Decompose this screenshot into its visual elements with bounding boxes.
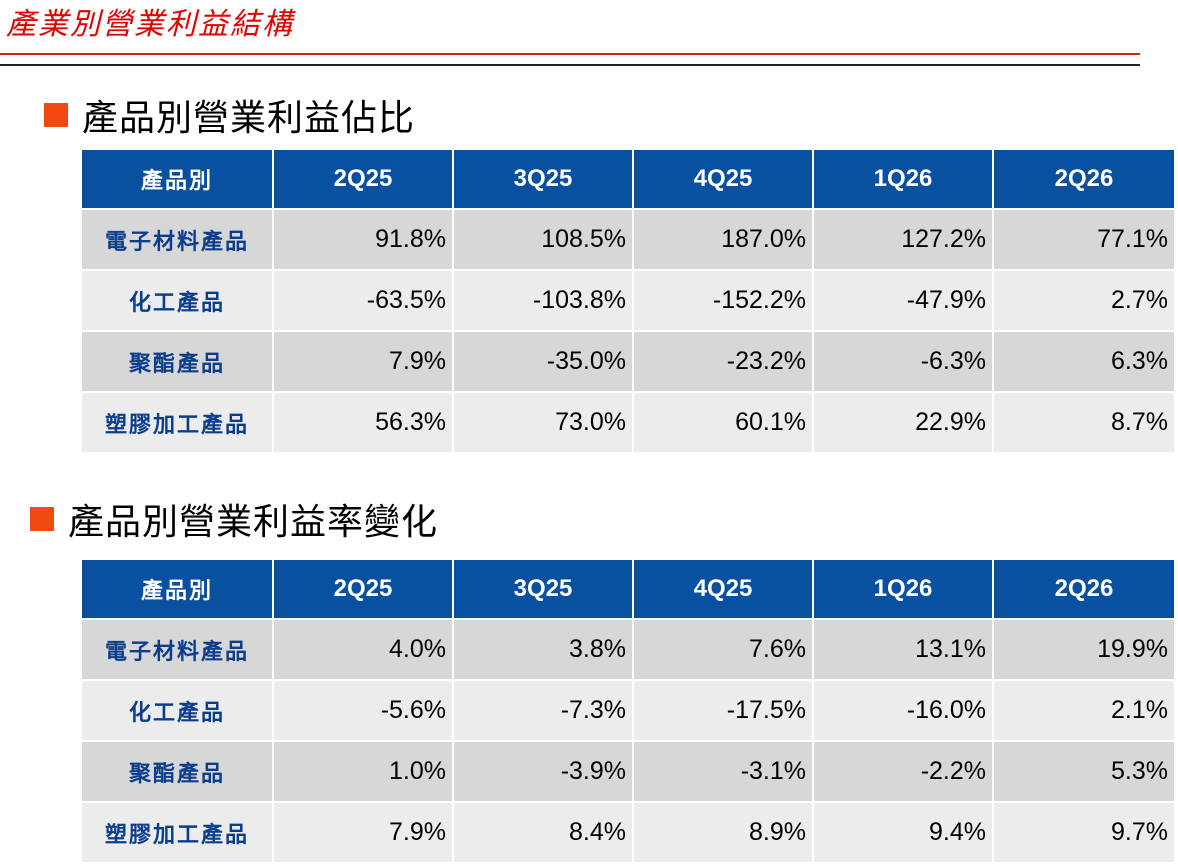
page-title: 產業別營業利益結構 [6, 7, 294, 42]
table-cell: 2.7% [994, 271, 1174, 332]
table-cell: 1.0% [274, 742, 454, 803]
table-cell: -63.5% [274, 271, 454, 332]
table-header-row: 產品別 2Q25 3Q25 4Q25 1Q26 2Q26 [82, 560, 1174, 620]
table-cell: -3.9% [454, 742, 634, 803]
table-cell: 77.1% [994, 210, 1174, 271]
row-label: 塑膠加工產品 [82, 393, 274, 454]
table-cell: 127.2% [814, 210, 994, 271]
table-cell: -35.0% [454, 332, 634, 393]
table-cell: 56.3% [274, 393, 454, 454]
table-cell: -2.2% [814, 742, 994, 803]
column-header: 3Q25 [454, 150, 634, 210]
table-cell: 4.0% [274, 620, 454, 681]
column-header: 4Q25 [634, 560, 814, 620]
column-header: 產品別 [82, 560, 274, 620]
row-label: 塑膠加工產品 [82, 803, 274, 864]
table-cell: 60.1% [634, 393, 814, 454]
row-label: 化工產品 [82, 271, 274, 332]
table-cell: 6.3% [994, 332, 1174, 393]
column-header: 1Q26 [814, 150, 994, 210]
table-row: 塑膠加工產品 7.9% 8.4% 8.9% 9.4% 9.7% [82, 803, 1174, 864]
table-cell: 22.9% [814, 393, 994, 454]
table-cell: 187.0% [634, 210, 814, 271]
table-cell: -17.5% [634, 681, 814, 742]
table-cell: 8.9% [634, 803, 814, 864]
table-cell: -152.2% [634, 271, 814, 332]
table-cell: 91.8% [274, 210, 454, 271]
table-cell: -47.9% [814, 271, 994, 332]
row-label: 電子材料產品 [82, 210, 274, 271]
column-header: 2Q26 [994, 150, 1174, 210]
table-cell: 7.9% [274, 803, 454, 864]
column-header: 2Q25 [274, 560, 454, 620]
column-header: 2Q25 [274, 150, 454, 210]
row-label: 電子材料產品 [82, 620, 274, 681]
table-cell: 3.8% [454, 620, 634, 681]
table-cell: -7.3% [454, 681, 634, 742]
table-cell: -16.0% [814, 681, 994, 742]
table-row: 化工產品 -5.6% -7.3% -17.5% -16.0% 2.1% [82, 681, 1174, 742]
table-cell: -3.1% [634, 742, 814, 803]
margin-table: 產品別 2Q25 3Q25 4Q25 1Q26 2Q26 電子材料產品 4.0%… [82, 560, 1174, 864]
row-label: 聚酯產品 [82, 742, 274, 803]
table-cell: 108.5% [454, 210, 634, 271]
section-heading-share: 產品別營業利益佔比 [44, 88, 415, 142]
table-row: 電子材料產品 4.0% 3.8% 7.6% 13.1% 19.9% [82, 620, 1174, 681]
column-header: 4Q25 [634, 150, 814, 210]
table-cell: 8.7% [994, 393, 1174, 454]
row-label: 聚酯產品 [82, 332, 274, 393]
title-divider-red [0, 53, 1140, 55]
section-heading-margin-text: 產品別營業利益率變化 [68, 502, 439, 543]
table-cell: -103.8% [454, 271, 634, 332]
row-label: 化工產品 [82, 681, 274, 742]
column-header: 3Q25 [454, 560, 634, 620]
column-header: 2Q26 [994, 560, 1174, 620]
table-cell: 7.6% [634, 620, 814, 681]
table-cell: 5.3% [994, 742, 1174, 803]
table-row: 電子材料產品 91.8% 108.5% 187.0% 127.2% 77.1% [82, 210, 1174, 271]
table-cell: 7.9% [274, 332, 454, 393]
table-cell: 19.9% [994, 620, 1174, 681]
section-heading-share-text: 產品別營業利益佔比 [82, 98, 416, 139]
table-cell: 9.7% [994, 803, 1174, 864]
table-row: 聚酯產品 7.9% -35.0% -23.2% -6.3% 6.3% [82, 332, 1174, 393]
table-cell: 2.1% [994, 681, 1174, 742]
table-cell: -5.6% [274, 681, 454, 742]
section-heading-margin: 產品別營業利益率變化 [30, 492, 438, 546]
table-row: 化工產品 -63.5% -103.8% -152.2% -47.9% 2.7% [82, 271, 1174, 332]
table-cell: 8.4% [454, 803, 634, 864]
square-bullet-icon [30, 507, 54, 531]
table-header-row: 產品別 2Q25 3Q25 4Q25 1Q26 2Q26 [82, 150, 1174, 210]
title-divider-black [0, 64, 1140, 66]
square-bullet-icon [44, 103, 68, 127]
share-table: 產品別 2Q25 3Q25 4Q25 1Q26 2Q26 電子材料產品 91.8… [82, 150, 1174, 454]
column-header: 1Q26 [814, 560, 994, 620]
column-header: 產品別 [82, 150, 274, 210]
table-cell: -6.3% [814, 332, 994, 393]
table-row: 聚酯產品 1.0% -3.9% -3.1% -2.2% 5.3% [82, 742, 1174, 803]
table-cell: 13.1% [814, 620, 994, 681]
table-cell: 9.4% [814, 803, 994, 864]
table-row: 塑膠加工產品 56.3% 73.0% 60.1% 22.9% 8.7% [82, 393, 1174, 454]
table-cell: 73.0% [454, 393, 634, 454]
table-cell: -23.2% [634, 332, 814, 393]
